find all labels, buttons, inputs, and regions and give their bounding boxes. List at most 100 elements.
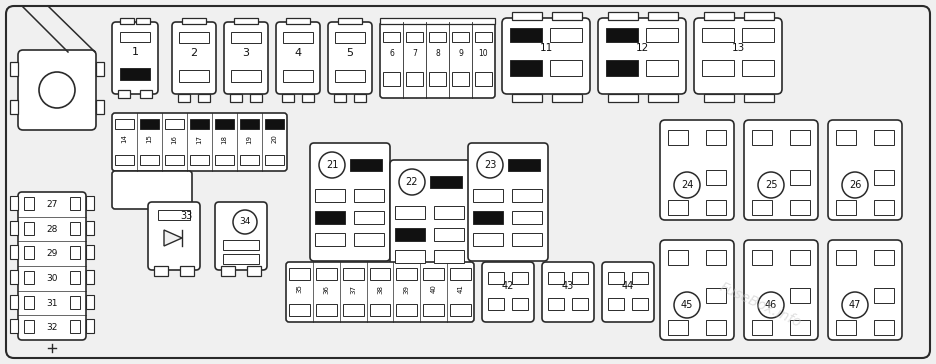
Text: 31: 31	[46, 298, 58, 308]
FancyBboxPatch shape	[18, 192, 86, 340]
FancyBboxPatch shape	[328, 22, 372, 94]
Bar	[140, 155, 159, 165]
Text: 25: 25	[765, 180, 777, 190]
Bar	[473, 189, 503, 202]
Bar	[512, 298, 528, 310]
Bar	[70, 271, 80, 284]
Bar	[315, 233, 345, 246]
Bar	[702, 28, 734, 42]
Bar	[140, 90, 152, 98]
FancyBboxPatch shape	[310, 143, 390, 261]
Bar	[606, 60, 638, 76]
Bar	[608, 272, 624, 284]
Bar	[668, 130, 688, 145]
Bar	[429, 72, 446, 86]
Bar	[182, 18, 206, 24]
Bar	[706, 288, 726, 303]
Bar	[115, 119, 134, 129]
Bar	[354, 189, 384, 202]
Bar	[429, 32, 446, 42]
Bar	[836, 250, 856, 265]
Bar	[223, 240, 259, 250]
Bar	[86, 295, 94, 309]
Bar	[231, 32, 261, 43]
Text: 11: 11	[539, 43, 552, 53]
Text: 20: 20	[271, 135, 277, 143]
Bar	[118, 90, 130, 98]
Bar	[120, 68, 150, 80]
Bar	[742, 60, 774, 76]
Text: 34: 34	[240, 218, 251, 226]
Bar	[646, 28, 678, 42]
Bar	[140, 119, 159, 129]
FancyBboxPatch shape	[112, 22, 158, 94]
Bar	[406, 72, 423, 86]
FancyBboxPatch shape	[215, 202, 267, 270]
Bar	[706, 200, 726, 215]
FancyBboxPatch shape	[744, 240, 818, 340]
Bar	[706, 320, 726, 335]
Bar	[836, 200, 856, 215]
Bar	[395, 250, 425, 263]
Bar	[608, 12, 638, 20]
Text: 12: 12	[636, 43, 649, 53]
Bar	[247, 266, 261, 276]
Bar	[334, 94, 346, 102]
FancyBboxPatch shape	[276, 22, 320, 94]
Text: 22: 22	[405, 177, 418, 187]
Bar	[874, 200, 894, 215]
Bar	[24, 246, 34, 259]
Polygon shape	[164, 230, 182, 246]
Bar	[120, 18, 134, 24]
Bar	[24, 197, 34, 210]
Bar	[70, 320, 80, 333]
Bar	[350, 159, 382, 171]
Bar	[836, 130, 856, 145]
Bar	[315, 304, 337, 316]
Text: 43: 43	[562, 281, 574, 291]
Bar	[383, 32, 400, 42]
Text: 14: 14	[122, 135, 127, 143]
Bar	[165, 119, 184, 129]
Bar	[752, 130, 772, 145]
Bar	[86, 319, 94, 333]
FancyBboxPatch shape	[172, 22, 216, 94]
Bar	[70, 246, 80, 259]
Text: FuseBox.info: FuseBox.info	[717, 280, 803, 330]
Bar	[874, 130, 894, 145]
Bar	[223, 254, 259, 264]
Bar	[423, 268, 445, 280]
Bar	[370, 268, 390, 280]
Text: 39: 39	[403, 285, 410, 293]
Bar	[282, 94, 294, 102]
Bar	[354, 233, 384, 246]
Bar	[744, 12, 774, 20]
Bar	[668, 320, 688, 335]
Bar	[752, 320, 772, 335]
Bar	[450, 268, 471, 280]
FancyBboxPatch shape	[482, 262, 534, 322]
Bar	[473, 211, 503, 224]
Bar	[96, 100, 104, 114]
Bar	[646, 60, 678, 76]
Bar	[475, 32, 492, 42]
Bar	[10, 196, 18, 210]
Text: 15: 15	[147, 135, 153, 143]
Bar	[550, 28, 582, 42]
Bar	[742, 28, 774, 42]
FancyBboxPatch shape	[380, 22, 495, 98]
Bar	[70, 296, 80, 309]
FancyBboxPatch shape	[694, 18, 782, 94]
FancyBboxPatch shape	[286, 262, 474, 322]
Bar	[452, 32, 469, 42]
Bar	[510, 60, 542, 76]
Bar	[430, 176, 462, 188]
Circle shape	[758, 292, 784, 318]
Text: 29: 29	[46, 249, 58, 258]
Bar	[86, 221, 94, 235]
Bar	[136, 18, 150, 24]
Bar	[10, 100, 18, 114]
Bar	[230, 94, 242, 102]
Text: 5: 5	[346, 48, 354, 58]
Bar	[265, 155, 284, 165]
